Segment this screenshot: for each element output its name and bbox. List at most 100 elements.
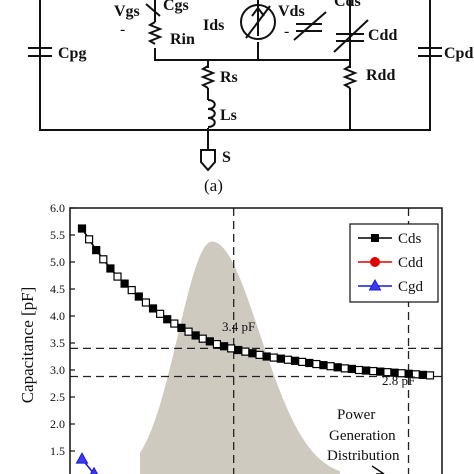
cds-point [248,349,257,358]
cds-point [85,235,94,244]
label-rdd: Rdd [366,67,395,84]
ids-arrow-slash [245,5,271,39]
y-tick-label: 1.0 [50,471,65,474]
y-tick-label: 2.0 [50,417,65,431]
cgd-point [75,452,89,464]
cds-point [361,366,371,375]
legend-marker-triangle [368,278,382,291]
ls-inductor [207,99,216,128]
label-cds: Cds [334,0,361,10]
label-cpg: Cpg [58,45,86,62]
y-tick-label: 3.5 [50,336,65,350]
cds-point [276,354,285,363]
y-axis-label: Capacitance [pF] [18,287,37,404]
cds-point [134,292,143,301]
cds-point [177,323,186,332]
legend-label-cgd: Cgd [398,279,424,295]
y-tick-label: 1.5 [50,444,65,458]
label-minus-2: - [284,23,289,40]
cds-point [319,361,328,370]
cds-point [326,362,335,371]
cds-point [141,298,151,307]
cds-point [106,264,115,273]
label-rin: Rin [170,31,195,48]
rin-resistor [147,21,163,45]
cds-capacitor [293,11,327,41]
annotation-3-4pf: 3.4 pF [222,319,255,334]
cds-point [127,285,136,295]
legend-box [349,223,439,303]
cds-point [184,327,193,336]
cgs-capacitor [145,3,161,17]
cgd-point [89,466,99,474]
cds-point [227,344,236,353]
label-ids: Ids [203,17,224,34]
cds-point [347,364,356,374]
cds-point [234,345,243,355]
label-cpd: Cpd [444,45,473,62]
power-label-arrow [371,465,385,474]
cds-point [354,365,364,375]
label-vds: Vds [278,3,305,20]
circuit-labels: Vgs - Cgs Rin Ids Vds - Cds Cdd Cpg Cpd … [58,0,473,195]
cds-point [219,342,229,351]
cds-point [425,371,435,380]
cds-point [255,350,264,359]
y-tick-label: 5.5 [50,228,65,242]
cds-point [333,363,342,372]
y-axis-ticks: 1.0 1.5 2.0 2.5 3.0 3.5 4.0 4.5 5.0 5.5 6.0 [50,201,75,474]
label-vgs: Vgs [114,3,140,20]
circuit-diagram [28,0,442,172]
cds-point [418,370,427,379]
power-label-line1: Power [337,407,375,423]
cds-point [340,364,349,373]
cpd-capacitor [418,47,442,57]
label-cdd: Cdd [368,27,397,44]
legend: Cds Cdd Cgd [349,223,439,303]
cds-point [298,357,307,366]
y-tick-label: 3.0 [50,363,65,377]
cds-point [120,279,129,288]
legend-label-cdd: Cdd [398,255,424,271]
label-rs: Rs [220,69,238,86]
power-label-line3: Distribution [327,448,400,464]
cds-point [305,358,314,368]
cds-point [241,347,250,356]
rdd-resistor [342,65,358,89]
cds-point [198,334,207,343]
cds-point [77,224,87,233]
y-tick-label: 2.5 [50,390,65,404]
power-distribution-area [140,241,340,474]
cds-point [290,356,300,365]
cds-point [312,359,321,369]
y-tick-label: 4.5 [50,282,65,296]
capacitance-chart: 1.0 1.5 2.0 2.5 3.0 3.5 4.0 4.5 5.0 5.5 6.0 Capaci… [18,201,443,474]
cds-point [156,309,165,318]
cds-point [283,355,293,364]
cds-point [262,352,271,361]
legend-label-cds: Cds [398,231,422,247]
cds-point [163,315,172,324]
rs-resistor [200,65,216,89]
cds-point [92,246,101,255]
cds-point [191,331,200,340]
cds-point [170,319,179,328]
cds-point [148,304,158,313]
label-cgs: Cgs [163,0,189,14]
cds-point [99,255,108,264]
inner-wire [154,0,351,150]
y-tick-label: 5.0 [50,255,65,269]
caption-a: (a) [204,176,223,195]
legend-marker-square [371,234,379,242]
cds-point [212,339,222,349]
legend-marker-circle [370,257,380,267]
annotation-2-8pf: 2.8 pF [382,373,415,388]
circuit-outer-wire [39,0,431,131]
source-terminal [200,149,216,172]
y-tick-label: 4.0 [50,309,65,323]
cds-point [113,272,122,281]
cds-point [205,337,214,346]
cdd-capacitor [333,19,369,53]
label-minus-1: - [120,21,125,38]
